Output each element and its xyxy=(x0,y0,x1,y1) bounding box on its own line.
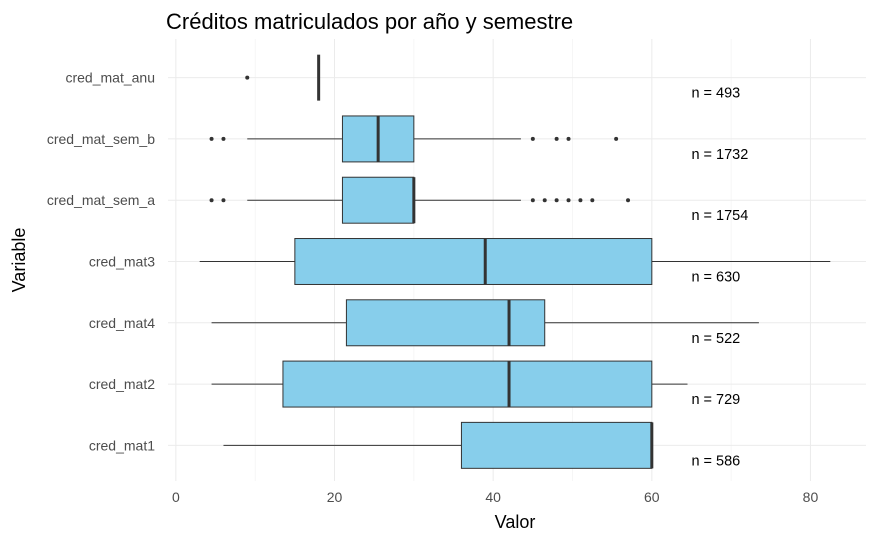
outlier-point xyxy=(530,198,535,203)
iqr-box xyxy=(282,360,653,408)
outlier-point xyxy=(554,136,559,141)
outlier-point xyxy=(626,198,631,203)
n-label: n = 1732 xyxy=(691,147,748,163)
x-tick-label: 60 xyxy=(644,489,660,505)
boxplot-item-cred_mat_sem_a xyxy=(209,176,631,224)
outlier-point xyxy=(554,198,559,203)
iqr-box xyxy=(460,421,653,469)
axis-labels: 0 20 40 60 80 cred_mat_anu cred_mat_sem_b cred_… xyxy=(47,70,819,505)
y-category-label: cred_mat1 xyxy=(89,437,155,453)
n-label: n = 522 xyxy=(691,331,740,347)
boxplot-item-cred_mat4 xyxy=(211,299,759,347)
outlier-point xyxy=(221,136,226,141)
y-category-label: cred_mat4 xyxy=(89,315,155,331)
y-category-label: cred_mat_anu xyxy=(65,70,155,86)
n-label: n = 1754 xyxy=(691,208,748,224)
outlier-point xyxy=(566,198,571,203)
iqr-box xyxy=(345,299,546,347)
n-label: n = 729 xyxy=(691,392,740,408)
y-category-label: cred_mat3 xyxy=(89,254,155,270)
boxplot-item-cred_mat_sem_b xyxy=(209,115,619,163)
y-category-label: cred_mat_sem_b xyxy=(47,131,155,147)
outlier-point xyxy=(221,198,226,203)
n-label: n = 630 xyxy=(691,270,740,286)
chart-title: Créditos matriculados por año y semestre xyxy=(166,9,573,34)
boxplot-item-cred_mat_anu xyxy=(245,54,321,101)
iqr-box xyxy=(294,238,653,285)
x-tick-label: 20 xyxy=(327,489,343,505)
boxplot-item-cred_mat1 xyxy=(223,421,654,469)
boxplot-item-cred_mat2 xyxy=(211,360,688,408)
n-label: n = 586 xyxy=(691,453,740,469)
boxplot-item-cred_mat3 xyxy=(199,238,831,285)
x-tick-label: 0 xyxy=(172,489,180,505)
iqr-box xyxy=(341,176,415,224)
x-axis-title: Valor xyxy=(495,512,536,532)
outlier-point xyxy=(245,75,250,80)
outlier-point xyxy=(590,198,595,203)
n-label: n = 493 xyxy=(691,86,740,102)
x-tick-label: 40 xyxy=(485,489,501,505)
outlier-point xyxy=(209,198,214,203)
boxplot-marks xyxy=(199,54,831,469)
outlier-point xyxy=(530,136,535,141)
outlier-point xyxy=(209,136,214,141)
x-tick-label: 80 xyxy=(803,489,819,505)
outlier-point xyxy=(614,136,619,141)
y-axis-title: Variable xyxy=(9,228,29,293)
outlier-point xyxy=(566,136,571,141)
outlier-point xyxy=(542,198,547,203)
outlier-point xyxy=(578,198,583,203)
y-category-label: cred_mat2 xyxy=(89,376,155,392)
y-category-label: cred_mat_sem_a xyxy=(47,192,155,208)
